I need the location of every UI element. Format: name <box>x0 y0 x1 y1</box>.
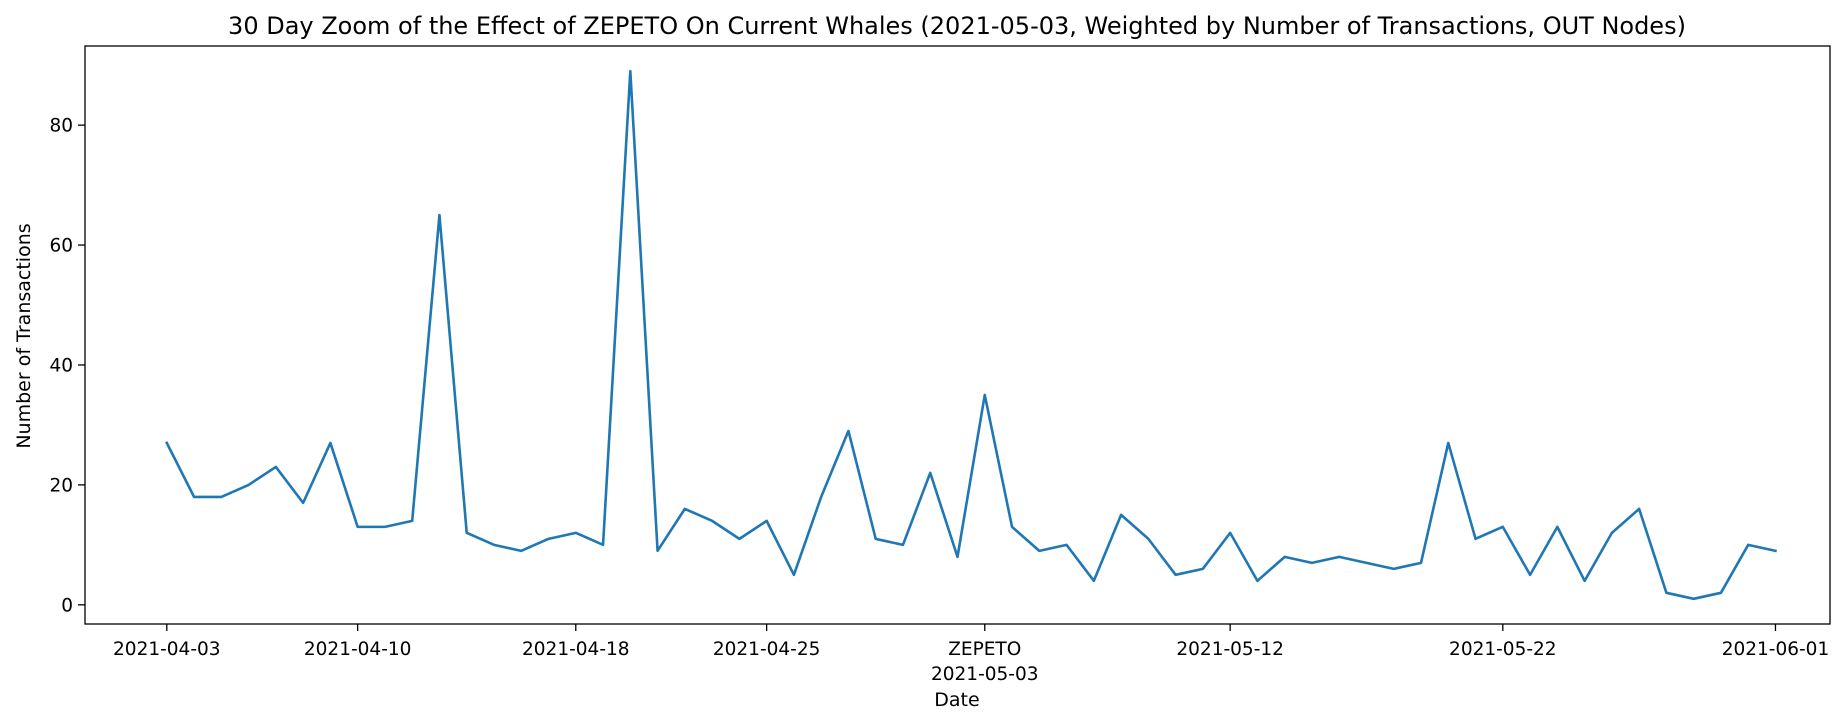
x-axis: 2021-04-03 2021-04-10 2021-04-18 2021-04-25… <box>113 624 1829 685</box>
plot-area <box>84 45 1831 625</box>
y-tick-label: 80 <box>49 116 73 137</box>
chart-title: 30 Day Zoom of the Effect of ZEPETO On C… <box>228 12 1686 40</box>
x-tick-label: 2021-04-25 <box>713 639 821 660</box>
x-tick-label: 2021-04-18 <box>522 639 630 660</box>
x-tick-label: 2021-05-03 <box>931 664 1039 685</box>
x-tick-label: 2021-04-10 <box>304 639 412 660</box>
series-line-1 <box>165 69 1778 601</box>
x-axis-label: Date <box>934 689 979 711</box>
y-axis-label: Number of Transactions <box>13 223 35 448</box>
x-tick-label: 2021-06-01 <box>1722 639 1830 660</box>
x-tick-label: 2021-05-12 <box>1176 639 1284 660</box>
x-tick-label: 2021-04-03 <box>113 639 221 660</box>
y-axis: 0 20 40 60 80 <box>49 116 85 616</box>
y-tick-label: 20 <box>49 475 73 496</box>
y-tick-label: 40 <box>49 355 73 376</box>
y-tick-label: 0 <box>61 595 73 616</box>
y-tick-label: 60 <box>49 236 73 257</box>
series-layer <box>165 69 1778 601</box>
event-marker-label: ZEPETO <box>948 639 1021 660</box>
x-tick-label: 2021-05-22 <box>1449 639 1557 660</box>
